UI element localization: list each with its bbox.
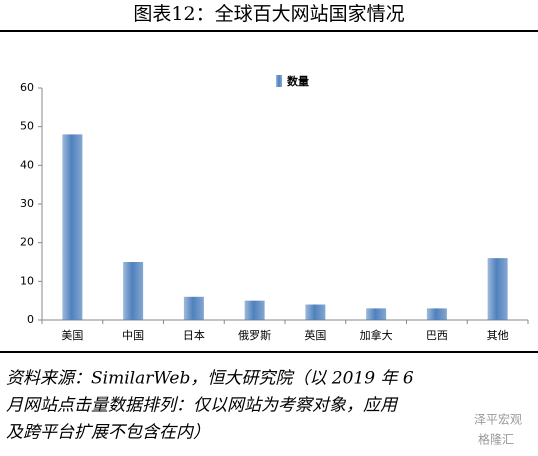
- y-tick-label: 30: [20, 197, 34, 210]
- y-tick-label: 10: [20, 274, 34, 287]
- x-tick-label: 日本: [183, 328, 205, 342]
- legend-label: 数量: [287, 74, 309, 88]
- source-line: 月网站点击量数据排列：仅以网站为考察对象，应用: [6, 396, 399, 416]
- bar: [426, 308, 447, 320]
- legend-swatch: [276, 75, 282, 87]
- bar: [183, 296, 204, 320]
- source-line: 资料来源：SimilarWeb，恒大研究院（以 2019 年 6: [6, 369, 414, 389]
- y-tick-label: 40: [20, 158, 34, 171]
- x-tick-label: 其他: [487, 329, 509, 342]
- bar: [123, 262, 144, 320]
- x-tick-label: 美国: [61, 329, 83, 342]
- bar: [366, 308, 387, 320]
- x-tick-label: 英国: [304, 328, 326, 342]
- y-tick-label: 60: [20, 81, 34, 94]
- y-tick-label: 50: [20, 120, 34, 133]
- x-tick-label: 中国: [122, 329, 144, 342]
- y-tick-label: 0: [27, 313, 34, 326]
- source-line: 及跨平台扩展不包含在内）: [6, 423, 210, 443]
- x-tick-label: 加拿大: [360, 328, 393, 342]
- bar: [487, 258, 508, 320]
- watermark: 格隆汇: [478, 432, 514, 447]
- x-tick-label: 巴西: [426, 329, 448, 342]
- bar: [62, 134, 83, 320]
- chart-title: 图表12：全球百大网站国家情况: [133, 3, 404, 25]
- y-tick-label: 20: [20, 236, 34, 249]
- x-tick-label: 俄罗斯: [238, 329, 271, 342]
- bar: [305, 304, 326, 320]
- bar: [244, 300, 265, 320]
- watermark: 泽平宏观: [474, 412, 522, 427]
